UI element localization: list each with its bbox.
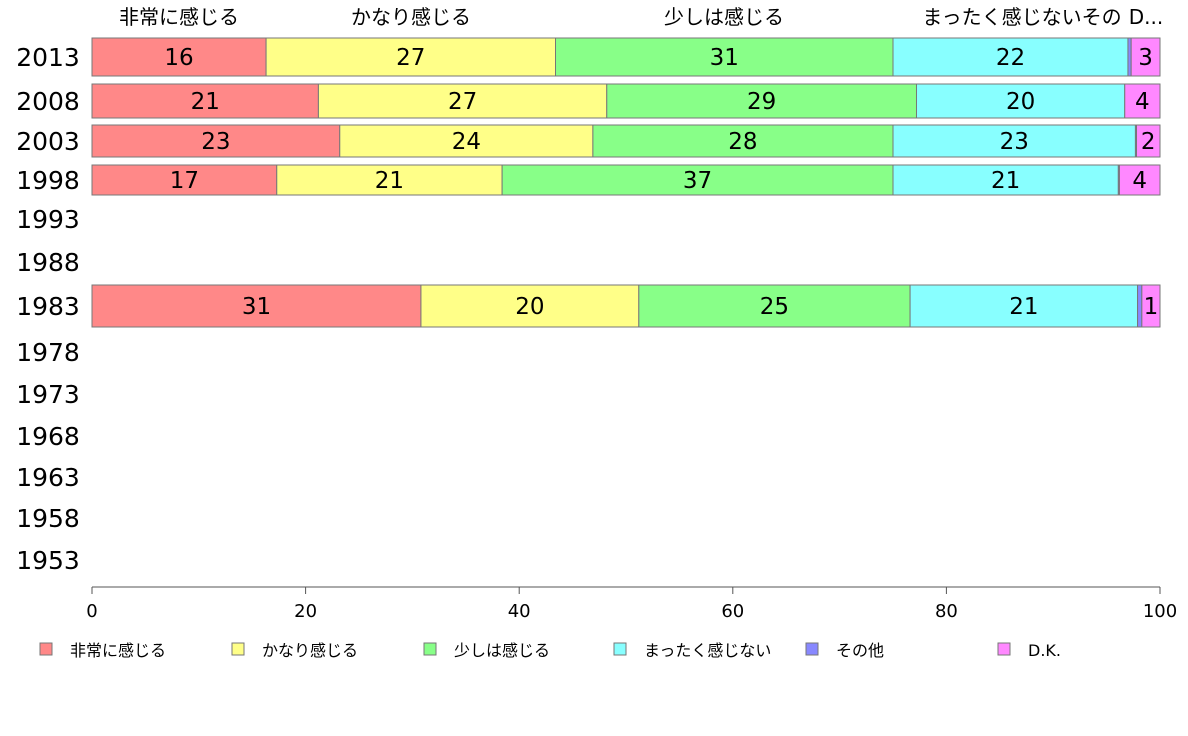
bar-segment: [1130, 37, 1161, 77]
legend-label: D.K.: [1028, 641, 1061, 660]
x-tick-label: 40: [508, 601, 531, 622]
x-tick-label: 0: [86, 601, 97, 622]
top-label: D...: [1129, 5, 1163, 29]
data-label: 4: [1132, 168, 1147, 194]
data-label: 37: [683, 168, 712, 194]
top-label: 少しは感じる: [664, 5, 784, 29]
data-label: 3: [1138, 45, 1153, 71]
y-tick-label: 2003: [16, 127, 80, 156]
x-tick-label: 60: [721, 601, 744, 622]
legend-label: その他: [836, 641, 884, 660]
bar-segment: [638, 284, 911, 328]
data-label: 31: [710, 45, 739, 71]
legend-label: かなり感じる: [262, 641, 358, 660]
bar-segment: [91, 164, 278, 196]
bar-segment: [1118, 164, 1161, 196]
bar-segment: [339, 124, 594, 158]
data-label: 21: [191, 89, 220, 115]
top-label: まったく感じないその: [922, 5, 1121, 29]
data-label: 21: [375, 168, 404, 194]
legend-swatch: [39, 642, 53, 656]
legend-label: 少しは感じる: [454, 641, 550, 660]
data-label: 29: [747, 89, 776, 115]
bar-segment: [501, 164, 894, 196]
top-label: かなり感じる: [351, 5, 471, 29]
legend-swatch: [997, 642, 1011, 656]
bar-segment: [91, 124, 341, 158]
y-tick-label: 2013: [16, 43, 80, 72]
bar-segment: [1137, 284, 1143, 328]
data-label: 23: [201, 129, 230, 155]
legend-swatch: [613, 642, 627, 656]
bar-segment: [909, 284, 1139, 328]
legend-swatch: [805, 642, 819, 656]
top-label: 非常に感じる: [119, 5, 239, 29]
bar-segment: [91, 83, 319, 119]
data-label: 21: [991, 168, 1020, 194]
y-tick-label: 2008: [16, 87, 80, 116]
y-tick-label: 1953: [16, 546, 80, 575]
bar-segment: [592, 124, 894, 158]
y-tick-label: 1958: [16, 504, 80, 533]
legend-label: 非常に感じる: [70, 641, 166, 660]
y-tick-label: 1983: [16, 292, 80, 321]
data-label: 31: [242, 294, 271, 320]
legend-label: まったく感じない: [644, 641, 771, 660]
data-label: 4: [1135, 89, 1150, 115]
bar-segment: [1124, 83, 1161, 119]
bar-segment: [892, 124, 1136, 158]
x-tick-label: 20: [294, 601, 317, 622]
bars: 16 27 31 22 3 21 27 29 20 4 23 24 28 23 2 17 21 37 21 4 31 20…: [91, 37, 1161, 328]
data-label: 28: [728, 129, 757, 155]
bar-segment: [265, 37, 557, 77]
data-label: 22: [996, 45, 1025, 71]
data-label: 17: [170, 168, 199, 194]
data-label: 20: [515, 294, 544, 320]
bar-segment: [317, 83, 608, 119]
x-tick-label: 80: [935, 601, 958, 622]
y-tick-label: 1973: [16, 380, 80, 409]
bar-segment: [606, 83, 917, 119]
y-axis-labels: 2013 2008 2003 1998 1993 1988 1983 1978 1973 1968…: [16, 43, 80, 575]
data-label: 2: [1141, 129, 1156, 155]
top-category-labels: 非常に感じる かなり感じる 少しは感じる まったく感じないその D...: [119, 5, 1163, 29]
y-tick-label: 1998: [16, 166, 80, 195]
bar-segment: [555, 37, 894, 77]
legend: 非常に感じる かなり感じる 少しは感じる まったく感じない その他 D.K.: [39, 641, 1061, 660]
bar-segment: [420, 284, 640, 328]
bar-segment: [1136, 124, 1161, 158]
data-label: 1: [1144, 294, 1159, 320]
legend-swatch: [423, 642, 437, 656]
bar-segment: [892, 37, 1129, 77]
data-label: 27: [396, 45, 425, 71]
data-label: 24: [452, 129, 481, 155]
data-label: 16: [164, 45, 193, 71]
bar-segment: [276, 164, 503, 196]
data-label: 25: [760, 294, 789, 320]
y-tick-label: 1993: [16, 205, 80, 234]
data-label: 23: [1000, 129, 1029, 155]
bar-segment: [1141, 284, 1161, 328]
legend-swatch: [231, 642, 245, 656]
bar-segment: [915, 83, 1126, 119]
bar-segment: [91, 37, 267, 77]
x-axis: 0 20 40 60 80 100: [86, 586, 1177, 622]
y-tick-label: 1978: [16, 338, 80, 367]
y-tick-label: 1968: [16, 422, 80, 451]
y-tick-label: 1963: [16, 463, 80, 492]
data-label: 20: [1006, 89, 1035, 115]
bar-segment: [91, 284, 422, 328]
data-label: 27: [448, 89, 477, 115]
data-label: 21: [1009, 294, 1038, 320]
y-tick-label: 1988: [16, 248, 80, 277]
x-tick-label: 100: [1143, 601, 1177, 622]
